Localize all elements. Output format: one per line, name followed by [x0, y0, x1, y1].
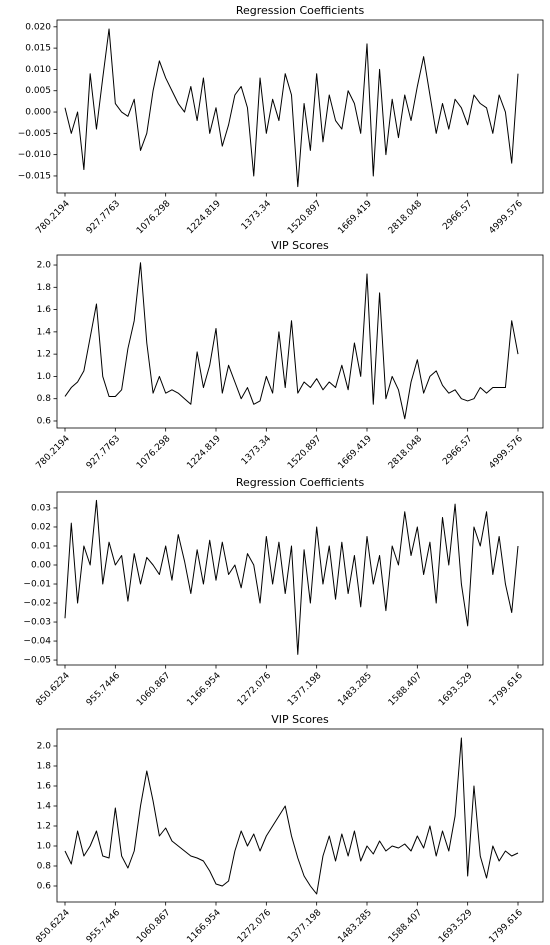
- x-tick-label: 1588.407: [387, 908, 424, 945]
- x-tick-label: 4999.576: [487, 434, 525, 472]
- x-tick-label: 780.2194: [34, 199, 72, 237]
- x-tick-label: 1076.298: [135, 434, 173, 472]
- x-tick-label: 1669.419: [336, 434, 374, 472]
- y-tick-label: 2.0: [37, 261, 52, 271]
- x-tick-label: 1060.867: [135, 908, 172, 945]
- x-tick-label: 1373.34: [240, 199, 274, 233]
- y-tick-label: −0.005: [18, 129, 51, 139]
- axes-frame: [56, 19, 544, 194]
- y-tick-label: −0.05: [23, 656, 51, 666]
- data-line: [64, 499, 519, 655]
- y-tick-label: 0.015: [25, 44, 51, 54]
- data-line: [64, 28, 519, 188]
- data-line: [64, 737, 519, 895]
- y-tick-label: 0.020: [25, 22, 51, 32]
- y-tick-label: 0.8: [37, 862, 52, 872]
- x-tick-label: 1693.529: [437, 908, 475, 945]
- axes-frame: [56, 728, 544, 903]
- y-tick-label: 0.010: [25, 65, 51, 75]
- x-tick-label: 1060.867: [135, 671, 172, 708]
- x-tick-label: 1693.529: [437, 671, 475, 709]
- x-tick-label: 1224.819: [185, 434, 223, 472]
- chart-title: VIP Scores: [271, 239, 329, 252]
- y-tick-label: 0.00: [31, 561, 51, 571]
- y-tick-label: 0.000: [25, 108, 51, 118]
- x-tick-label: 1520.897: [286, 434, 323, 471]
- x-tick-label: 2966.57: [441, 199, 474, 232]
- y-tick-label: −0.010: [18, 150, 52, 160]
- x-tick-label: 850.6224: [34, 671, 72, 709]
- y-tick-label: −0.02: [23, 599, 51, 609]
- x-tick-label: 1799.616: [487, 671, 525, 709]
- y-tick-label: 2.0: [37, 742, 52, 752]
- x-tick-label: 2966.57: [441, 434, 474, 467]
- y-tick-label: 0.01: [31, 541, 51, 551]
- y-tick-label: 0.005: [25, 86, 51, 96]
- y-tick-label: 1.2: [37, 350, 51, 360]
- x-tick-label: 1166.954: [185, 908, 223, 945]
- y-tick-label: 1.2: [37, 822, 51, 832]
- y-tick-label: 1.0: [37, 372, 52, 382]
- y-tick-label: −0.015: [18, 171, 51, 181]
- x-tick-label: 1799.616: [487, 908, 525, 945]
- y-tick-label: 0.6: [37, 416, 52, 426]
- x-tick-label: 955.7446: [85, 671, 123, 709]
- x-tick-label: 1373.34: [240, 434, 274, 468]
- x-tick-label: 1588.407: [387, 671, 424, 708]
- y-tick-label: 1.4: [37, 327, 52, 337]
- x-tick-label: 1377.198: [286, 671, 324, 709]
- axes-frame: [56, 254, 544, 429]
- chart-title: Regression Coefficients: [236, 476, 365, 489]
- y-tick-label: 1.8: [37, 762, 52, 772]
- x-tick-label: 1483.285: [336, 908, 373, 945]
- y-tick-label: 1.6: [37, 782, 52, 792]
- x-tick-label: 4999.576: [487, 199, 525, 237]
- x-tick-label: 1377.198: [286, 908, 324, 945]
- x-tick-label: 1483.285: [336, 671, 373, 708]
- x-tick-label: 2818.048: [387, 199, 425, 237]
- x-tick-label: 927.7763: [85, 199, 122, 236]
- y-tick-label: 1.4: [37, 802, 52, 812]
- chart-title: Regression Coefficients: [236, 4, 365, 17]
- y-tick-label: 1.8: [37, 283, 52, 293]
- x-tick-label: 1076.298: [135, 199, 173, 237]
- x-tick-label: 780.2194: [34, 434, 72, 472]
- y-tick-label: 0.03: [31, 503, 51, 513]
- y-tick-label: −0.01: [23, 580, 51, 590]
- y-tick-label: 0.02: [31, 522, 51, 532]
- axes-frame: [56, 491, 544, 666]
- y-tick-label: 1.6: [37, 305, 52, 315]
- x-tick-label: 2818.048: [387, 434, 425, 472]
- y-tick-label: 0.8: [37, 394, 52, 404]
- x-tick-label: 955.7446: [85, 908, 123, 945]
- x-tick-label: 1224.819: [185, 199, 223, 237]
- y-tick-label: 1.0: [37, 842, 52, 852]
- chart-title: VIP Scores: [271, 713, 329, 726]
- y-tick-label: 0.6: [37, 882, 52, 892]
- data-line: [64, 262, 519, 420]
- x-tick-label: 1272.076: [236, 671, 274, 709]
- x-tick-label: 850.6224: [34, 908, 72, 945]
- x-tick-label: 1669.419: [336, 199, 374, 237]
- x-tick-label: 927.7763: [85, 434, 122, 471]
- x-tick-label: 1166.954: [185, 671, 223, 709]
- y-tick-label: −0.04: [23, 637, 51, 647]
- x-tick-label: 1272.076: [236, 908, 274, 945]
- y-tick-label: −0.03: [23, 618, 51, 628]
- x-tick-label: 1520.897: [286, 199, 323, 236]
